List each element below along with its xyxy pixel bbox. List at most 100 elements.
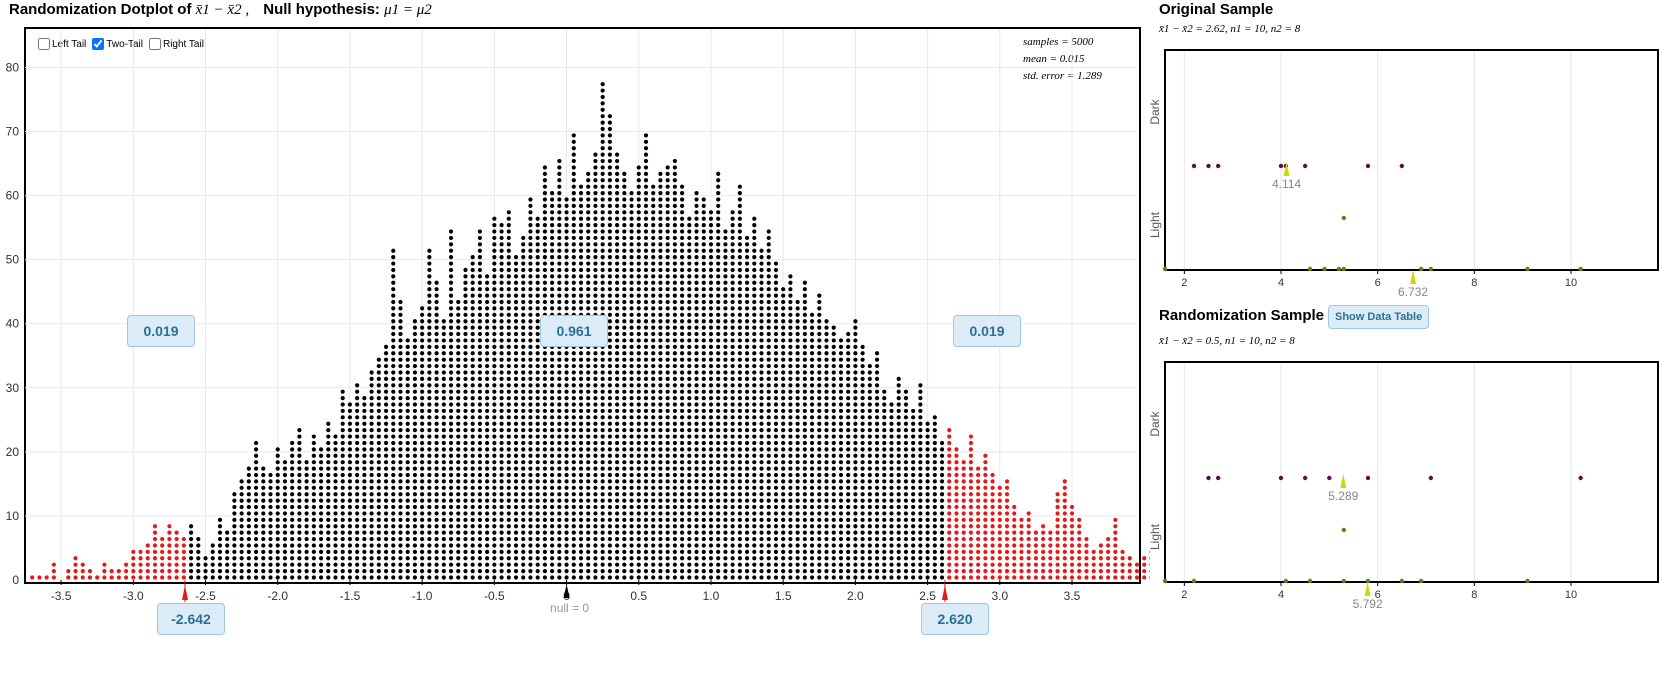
right-tail-checkbox[interactable] [148,38,161,50]
dot [571,255,576,260]
two-tail-option[interactable]: Two-Tail [92,38,143,50]
dot [903,549,909,554]
tail-dot [976,485,981,490]
dot [744,453,750,458]
dot [253,440,259,446]
dot [723,536,728,542]
dot [824,383,829,388]
dot [578,447,584,452]
dot [643,152,649,157]
dot [513,267,519,273]
dot [867,428,872,433]
two-tail-checkbox[interactable] [92,38,105,50]
dot [665,504,670,510]
dot [607,158,612,164]
dot [889,440,894,446]
tail-dot [1142,575,1147,580]
dot [607,165,612,170]
dot [716,556,721,561]
dot [824,440,829,446]
dot [383,363,389,369]
dot [420,370,425,375]
dot [766,472,771,478]
dot [918,466,923,471]
dot [860,351,865,356]
tail-dot [983,530,988,535]
dot [817,319,822,324]
dot [246,472,251,478]
dot [499,556,504,561]
main-title-prefix: Randomization Dotplot of [9,1,192,18]
dot [441,530,446,535]
dot [687,562,692,567]
tail-dot [976,568,981,574]
right-tail-option[interactable]: Right Tail [148,38,204,50]
dot [225,568,230,574]
dot [911,466,916,471]
dot [752,325,757,330]
dot [535,357,540,362]
dot [282,485,288,490]
tail-dot [1098,543,1103,548]
dot [802,485,807,490]
dot [867,383,872,388]
dot [499,408,504,414]
dot [521,396,526,401]
dot [622,396,627,401]
dot [456,363,461,369]
tail-dot [1069,556,1075,561]
dot [225,530,230,535]
dot [672,223,677,228]
dot [643,511,649,516]
dot [860,575,865,580]
left-tail-option[interactable]: Left Tail [38,38,86,50]
dot [817,408,822,414]
dot [708,556,714,561]
dot [535,261,540,266]
dot [586,434,591,439]
dot [939,556,945,561]
dot [275,492,280,497]
dot [759,248,764,253]
dot [672,492,677,497]
dot [448,287,454,292]
dot [420,396,425,401]
dot [275,504,280,510]
dot [615,389,620,394]
dot [874,575,880,580]
dot [925,556,930,561]
dot [615,351,620,356]
dot [492,536,497,542]
dot [759,389,764,394]
dot [355,568,360,574]
dot [470,306,475,311]
dot [550,447,555,452]
dot [781,479,786,484]
dot [557,293,562,298]
dot [615,242,620,247]
dot [903,485,909,490]
dot [939,440,945,446]
dot [571,299,576,305]
dot [679,389,685,394]
dot [679,575,685,580]
tail-dot [1091,556,1096,561]
dot [420,408,425,414]
left-tail-checkbox[interactable] [38,38,50,50]
dot [369,370,374,375]
dot [752,428,757,433]
dot [615,158,620,164]
dot [658,299,663,305]
dot [499,242,504,247]
dot [788,517,793,522]
dot [593,556,598,561]
dot [376,492,381,497]
dot [513,344,519,349]
dot [672,261,677,266]
dot [773,344,779,349]
dot [716,267,721,273]
tail-dot [1106,549,1111,554]
tail-dot [138,549,143,554]
dot [694,549,699,554]
dot [615,460,620,465]
